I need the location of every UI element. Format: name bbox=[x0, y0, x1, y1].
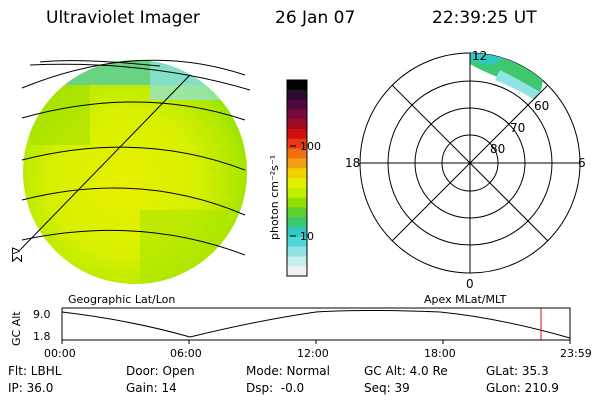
status-gc-alt: GC Alt: 4.0 Re bbox=[364, 364, 448, 378]
colorbar-swatch bbox=[287, 187, 307, 199]
colorbar-swatch bbox=[287, 119, 307, 130]
mlt-label-12: 12 bbox=[472, 49, 487, 63]
colorbar-swatch bbox=[287, 109, 307, 120]
timeline-xtick: 12:00 bbox=[297, 347, 329, 360]
timeline-xtick: 18:00 bbox=[424, 347, 456, 360]
colorbar-swatch bbox=[287, 129, 307, 140]
right-panel-label: Apex MLat/MLT bbox=[424, 293, 507, 306]
timeline-xtick: 23:59 bbox=[560, 347, 592, 360]
earth-image bbox=[19, 59, 251, 284]
colorbar-swatch bbox=[287, 148, 307, 159]
header-time: 22:39:25 UT bbox=[432, 8, 537, 28]
colorbar-swatch bbox=[287, 236, 307, 248]
status-ip: IP: 36.0 bbox=[8, 381, 54, 395]
timeline-plot bbox=[61, 307, 571, 344]
colorbar-swatch bbox=[287, 246, 307, 257]
status-gain: Gain: 14 bbox=[126, 381, 177, 395]
colorbar-swatch bbox=[287, 158, 307, 169]
colorbar-swatch bbox=[287, 138, 307, 150]
status-flt: Flt: LBHL bbox=[8, 364, 62, 378]
colorbar-swatch bbox=[287, 227, 307, 238]
colorbar-swatch bbox=[287, 178, 307, 189]
header-date: 26 Jan 07 bbox=[275, 8, 356, 28]
map-glyph: ∑∇ bbox=[10, 247, 23, 262]
timeline-xtick: 06:00 bbox=[170, 347, 202, 360]
polar-plot bbox=[359, 52, 581, 274]
status-dsp: Dsp: -0.0 bbox=[246, 381, 305, 395]
status-door: Door: Open bbox=[126, 364, 195, 378]
colorbar-tick-100: 100 bbox=[300, 140, 321, 153]
mlat-label-80: 80 bbox=[490, 142, 505, 156]
colorbar-swatch bbox=[287, 99, 307, 110]
status-mode: Mode: Normal bbox=[246, 364, 330, 378]
mlt-label-18: 18 bbox=[345, 156, 360, 170]
colorbar-tick-10: 10 bbox=[300, 230, 314, 243]
timeline-ytick-9: 9.0 bbox=[33, 308, 51, 321]
colorbar-swatch bbox=[287, 256, 307, 267]
timeline-xtick: 00:00 bbox=[44, 347, 76, 360]
app-title: Ultraviolet Imager bbox=[46, 8, 200, 28]
mlat-label-60: 60 bbox=[534, 99, 549, 113]
mlt-label-0: 0 bbox=[466, 277, 474, 291]
colorbar-swatch bbox=[287, 266, 307, 277]
colorbar-swatch bbox=[287, 217, 307, 228]
left-panel-label: Geographic Lat/Lon bbox=[68, 293, 176, 306]
colorbar-unit-label: photon cm⁻²s⁻¹ bbox=[268, 155, 281, 240]
timeline-ytick-1_8: 1.8 bbox=[33, 330, 51, 343]
status-seq: Seq: 39 bbox=[364, 381, 410, 395]
mlat-label-70: 70 bbox=[510, 121, 525, 135]
colorbar-swatch bbox=[287, 197, 307, 208]
colorbar-swatch bbox=[287, 80, 307, 91]
timeline-ylabel: GC Alt bbox=[10, 311, 23, 346]
colorbar-border bbox=[286, 79, 308, 277]
status-glon: GLon: 210.9 bbox=[486, 381, 559, 395]
colorbar-swatch bbox=[287, 207, 307, 218]
colorbar bbox=[286, 79, 308, 277]
mlt-label-6: 6 bbox=[578, 156, 586, 170]
colorbar-swatch bbox=[287, 168, 307, 179]
colorbar-swatch bbox=[287, 89, 307, 101]
status-glat: GLat: 35.3 bbox=[486, 364, 549, 378]
